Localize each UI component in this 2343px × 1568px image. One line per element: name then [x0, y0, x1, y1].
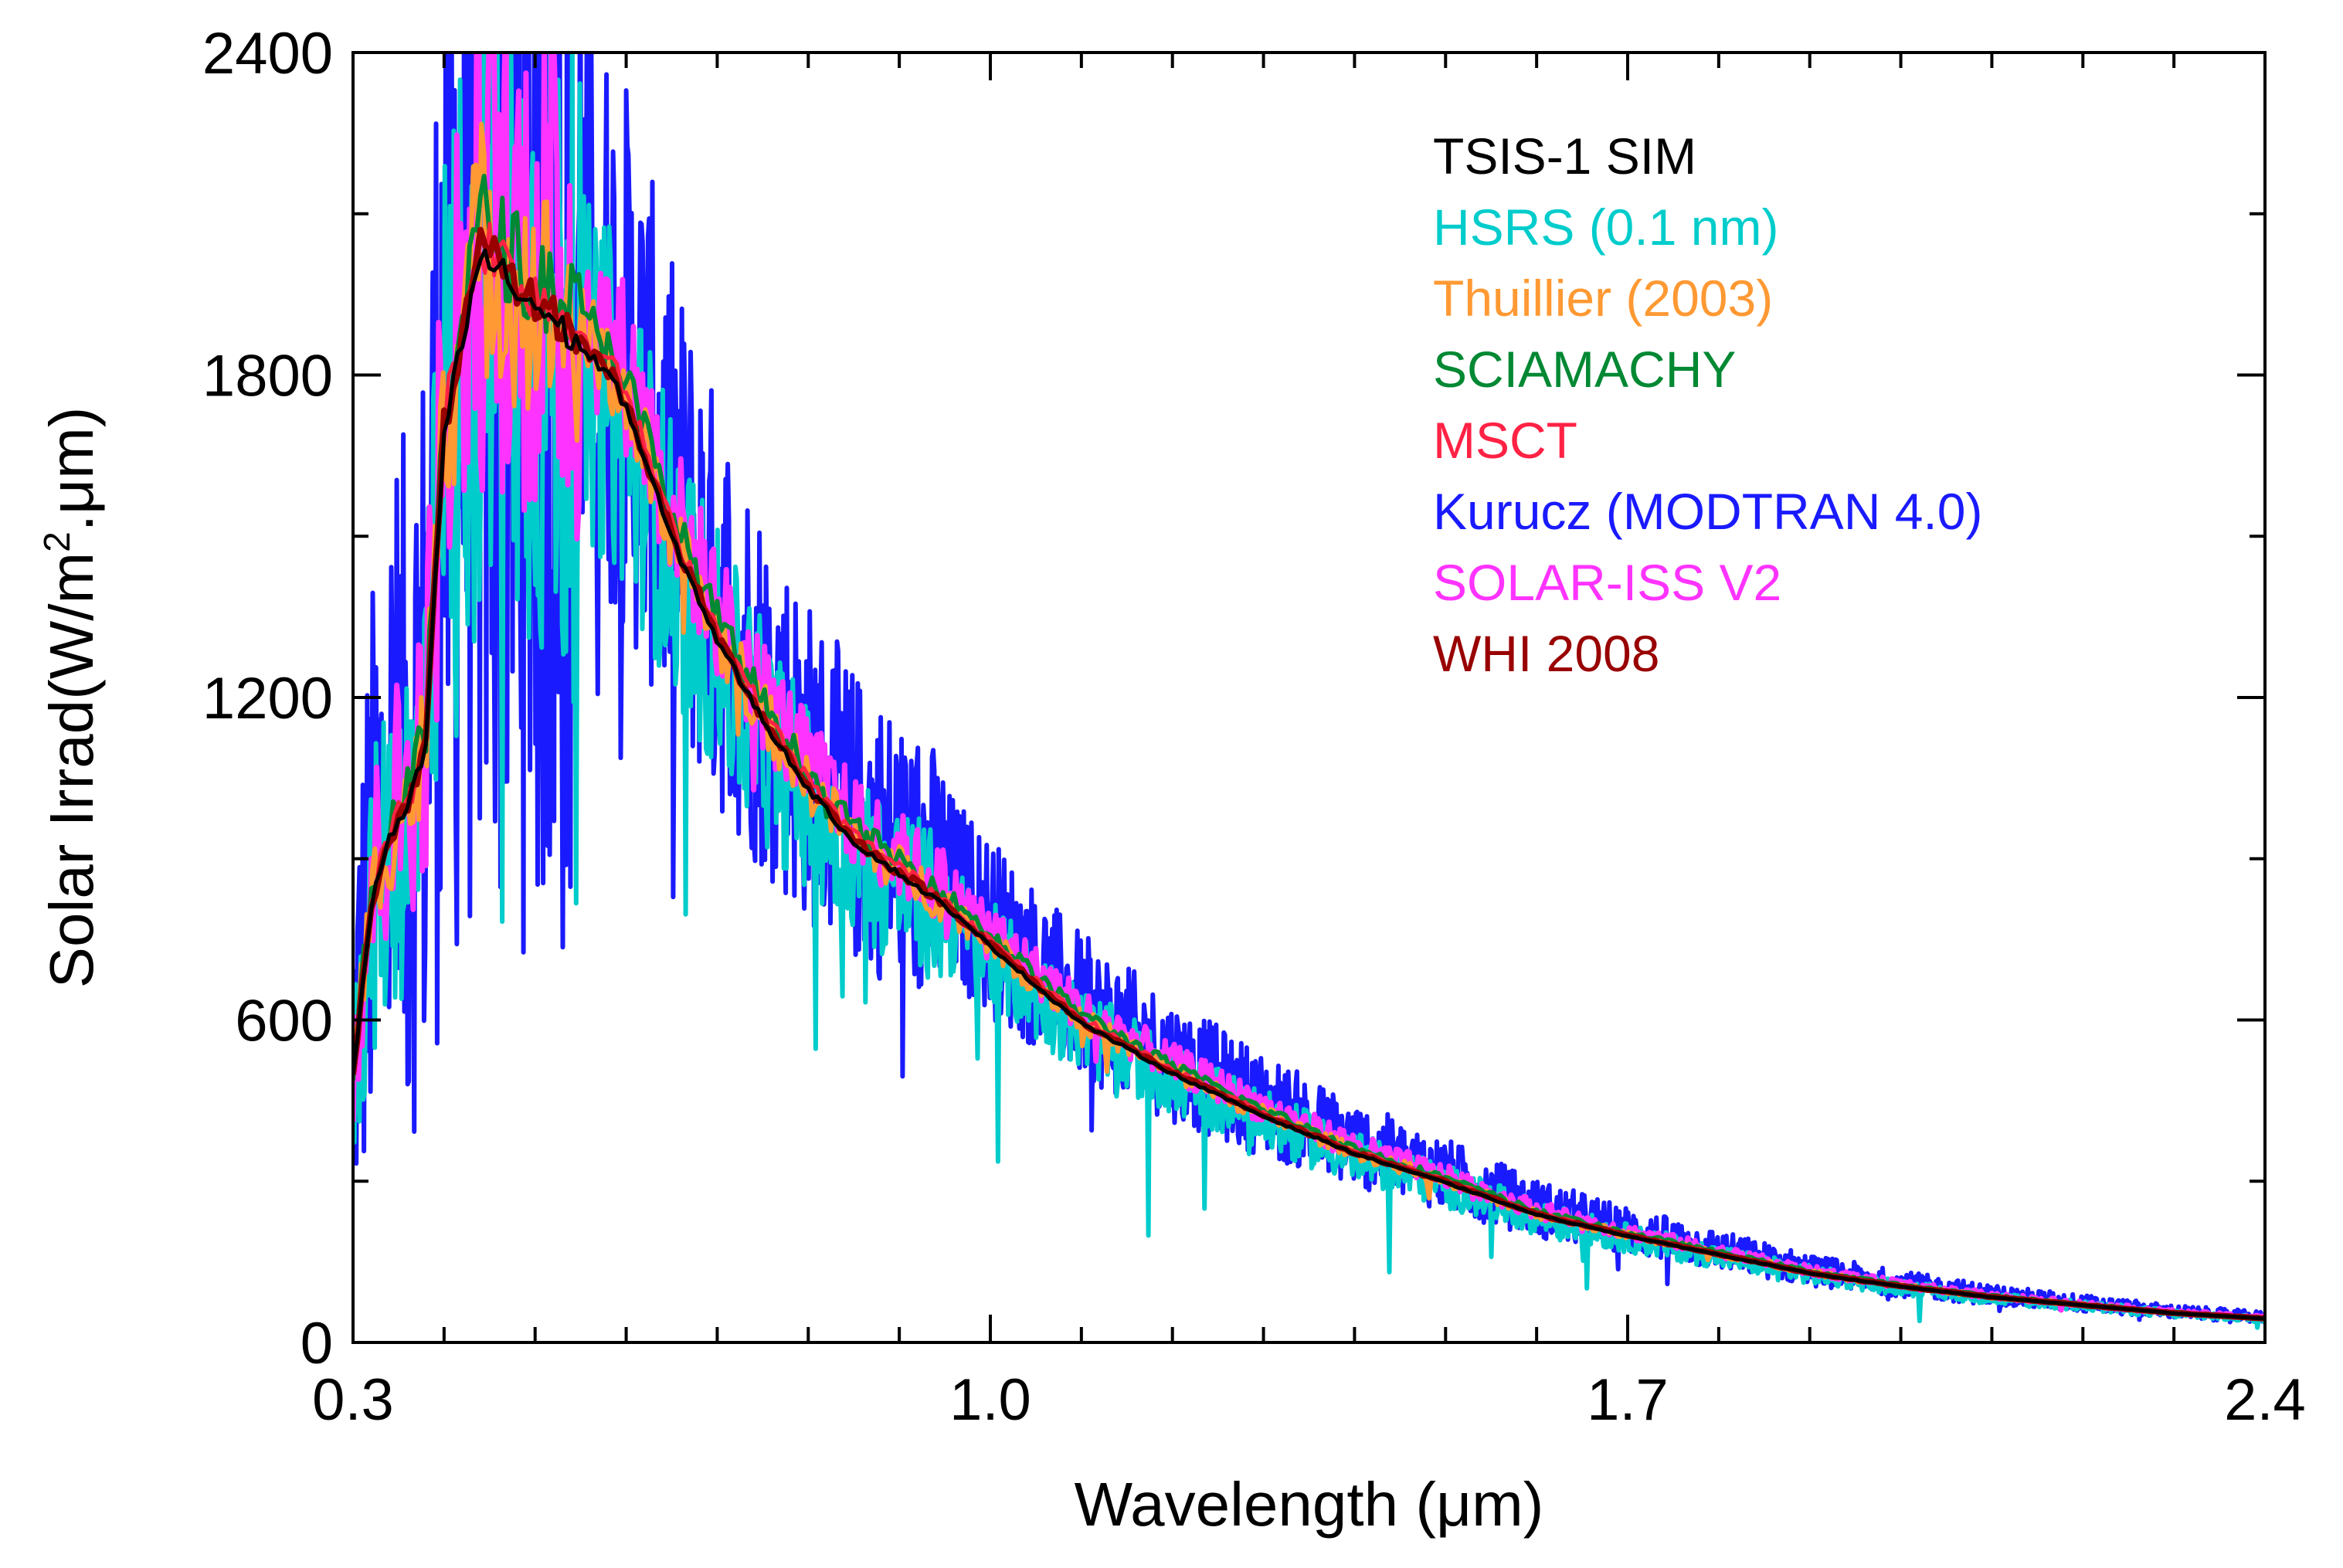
y-tick-label: 1800 [202, 344, 333, 409]
legend-entry-kurucz-modtran-4-0: Kurucz (MODTRAN 4.0) [1433, 483, 1982, 540]
x-tick-label: 0.3 [312, 1367, 394, 1433]
x-axis-title: Wavelength (μm) [1075, 1470, 1544, 1539]
x-tick-label: 1.7 [1587, 1367, 1669, 1433]
legend-entry-solar-iss-v2: SOLAR-ISS V2 [1433, 554, 1781, 611]
legend-entry-tsis-1-sim: TSIS-1 SIM [1433, 127, 1696, 185]
legend-entry-sciamachy: SCIAMACHY [1433, 341, 1736, 398]
y-axis-title: Solar Irrad(W/m2.μm) [37, 407, 106, 989]
x-tick-label: 2.4 [2224, 1367, 2306, 1433]
legend: TSIS-1 SIM HSRS (0.1 nm) Thuillier (2003) S… [1433, 127, 1982, 682]
y-axis-title-tail: .μm) [37, 407, 106, 532]
series-layer [353, 53, 2265, 1330]
legend-entry-whi-2008: WHI 2008 [1433, 625, 1659, 682]
y-axis-title-sup: 2 [37, 531, 78, 552]
y-axis-title-main: Solar Irrad(W/m [37, 552, 106, 989]
y-tick-label: 1200 [202, 666, 333, 731]
y-tick-label: 600 [235, 989, 333, 1054]
legend-entry-msct: MSCT [1433, 412, 1577, 469]
series-line-tsis-1-sim [353, 248, 2265, 1321]
y-tick-label: 0 [301, 1311, 333, 1376]
ticks-layer: 0 600 1200 1800 2400 0.3 1.0 1.7 2.4 [202, 21, 2306, 1433]
legend-entry-thuillier-2003: Thuillier (2003) [1433, 270, 1773, 327]
legend-entry-hsrs-0-1-nm: HSRS (0.1 nm) [1433, 199, 1778, 256]
x-tick-label: 1.0 [949, 1367, 1031, 1433]
y-tick-label: 2400 [202, 21, 333, 87]
